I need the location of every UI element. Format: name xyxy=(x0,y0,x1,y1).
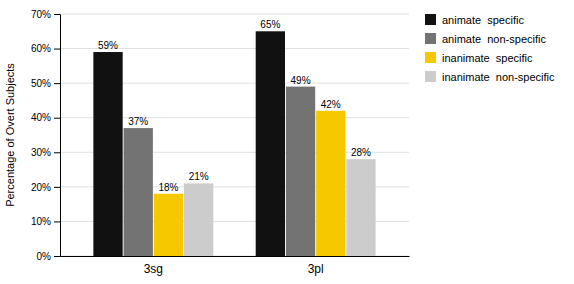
bar-series xyxy=(93,31,285,256)
legend-item: animate non-specific xyxy=(425,33,546,45)
bar-series xyxy=(154,111,346,256)
bar xyxy=(286,87,315,256)
bar-series xyxy=(184,159,376,256)
y-tick-mark xyxy=(54,221,60,222)
y-tick-label: 20% xyxy=(31,182,51,193)
y-tick-mark xyxy=(54,256,60,257)
legend-item: inanimate non-specific xyxy=(425,71,555,83)
bar xyxy=(256,31,285,256)
data-label: 28% xyxy=(351,147,371,158)
y-tick-mark xyxy=(54,118,60,119)
legend-label: inanimate specific xyxy=(442,52,533,64)
grid-line xyxy=(60,14,409,15)
y-tick-label: 10% xyxy=(31,216,51,227)
y-tick: 10% xyxy=(31,216,60,227)
x-tick-label: 3sg xyxy=(144,262,163,276)
chart: 59% 65% 37% 49% 18% 42% 21% 28% 0% 10% 20% 30% 40% 50… xyxy=(0,0,574,284)
legend-label: animate specific xyxy=(442,14,524,26)
x-tick: 3pl xyxy=(308,262,324,276)
legend-label: animate non-specific xyxy=(442,33,546,45)
legend-swatch xyxy=(425,14,436,25)
y-tick: 60% xyxy=(31,43,60,54)
y-tick-label: 0% xyxy=(37,251,52,262)
y-tick-mark xyxy=(54,187,60,188)
bar xyxy=(346,159,375,256)
bar xyxy=(316,111,345,256)
y-axis-line xyxy=(54,15,61,257)
data-label: 59% xyxy=(98,40,118,51)
bar xyxy=(93,52,122,256)
data-labels: 59% 65% 37% 49% 18% 42% 21% 28% xyxy=(98,19,371,192)
y-tick: 0% xyxy=(37,251,60,262)
y-tick-mark xyxy=(54,152,60,153)
y-tick: 20% xyxy=(31,182,60,193)
x-axis-line xyxy=(61,256,410,257)
legend: animate specific animate non-specific inan… xyxy=(425,14,555,83)
y-tick-mark xyxy=(54,49,60,50)
y-tick-label: 50% xyxy=(31,78,51,89)
legend-item: animate specific xyxy=(425,14,524,26)
bar xyxy=(154,194,183,256)
y-tick: 50% xyxy=(31,78,60,89)
legend-swatch xyxy=(425,33,436,44)
bars xyxy=(93,31,375,256)
y-tick-mark xyxy=(54,14,60,15)
y-tick-label: 70% xyxy=(31,9,51,20)
legend-item: inanimate specific xyxy=(425,52,533,64)
x-tick: 3sg xyxy=(144,262,163,276)
y-tick: 70% xyxy=(31,9,60,20)
y-tick-mark xyxy=(54,83,60,84)
grid xyxy=(60,14,409,256)
data-label: 49% xyxy=(291,75,311,86)
y-axis-title: Percentage of Overt Subjects xyxy=(4,63,16,207)
data-label: 42% xyxy=(321,99,341,110)
x-tick-label: 3pl xyxy=(308,262,324,276)
bar-series xyxy=(124,87,316,256)
legend-swatch xyxy=(425,71,436,82)
y-tick: 40% xyxy=(31,112,60,123)
x-axis: 3sg 3pl xyxy=(61,257,410,276)
data-label: 37% xyxy=(128,116,148,127)
y-tick-label: 40% xyxy=(31,112,51,123)
y-tick: 30% xyxy=(31,147,60,158)
y-axis: 0% 10% 20% 30% 40% 50% 60% 70% xyxy=(31,9,61,262)
data-label: 65% xyxy=(260,19,280,30)
plot: 59% 65% 37% 49% 18% 42% 21% 28% 0% 10% 20% 30% 40% 50… xyxy=(31,9,410,276)
legend-label: inanimate non-specific xyxy=(442,71,555,83)
legend-swatch xyxy=(425,52,436,63)
data-label: 18% xyxy=(158,182,178,193)
data-label: 21% xyxy=(189,171,209,182)
y-tick-label: 60% xyxy=(31,43,51,54)
y-tick-label: 30% xyxy=(31,147,51,158)
bar xyxy=(184,183,213,256)
bar xyxy=(124,128,153,256)
